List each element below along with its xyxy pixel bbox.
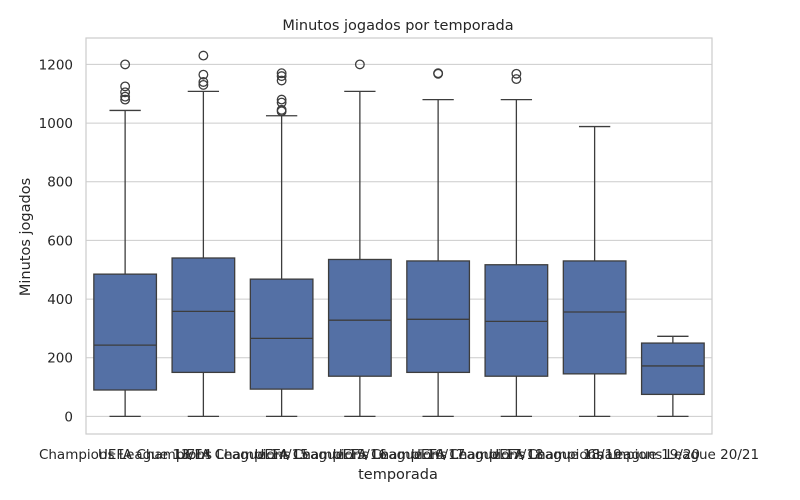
y-axis-label: Minutos jogados [18,178,34,296]
box-group [327,59,392,418]
box-group [562,125,627,418]
outlier-point [276,97,287,108]
outlier-point [354,59,365,70]
outlier-point [276,68,287,79]
x-tick-label: UEFA Champions League 16/17 [254,447,465,463]
chart-title: Minutos jogados por temporada [282,18,513,34]
outlier-point [120,87,131,98]
y-tick-label: 200 [47,351,73,367]
outlier-point [120,91,131,102]
y-tick-label: 800 [47,175,73,191]
box-iqr [249,278,314,390]
y-tick-label: 1000 [39,116,73,132]
x-tick-label: Champions League 20/21 [587,447,759,463]
outlier-point [276,104,287,115]
box-group [406,68,471,418]
y-tick-label: 600 [47,233,73,249]
plot-frame [85,37,713,435]
x-tick-label: UEFA Champions League 19/20 [489,447,700,463]
outlier-point [120,94,131,105]
y-tick-label: 0 [64,409,73,425]
box-iqr [562,260,627,375]
box-iqr [640,342,705,396]
outlier-point [198,69,209,80]
x-tick-label: Champions League 13/14 [39,447,211,463]
x-axis-label: temporada [358,467,438,483]
outlier-point [276,71,287,82]
box-group [171,50,236,418]
outlier-point [276,94,287,105]
outlier-point [120,81,131,92]
box-iqr [484,264,549,377]
outlier-point [511,74,522,85]
y-tick-label: 1200 [39,57,73,73]
box-iqr [327,258,392,377]
outlier-point [120,59,131,70]
box-group [484,68,549,418]
outlier-point [511,68,522,79]
box-iqr [93,273,158,391]
x-tick-label: UEFA Champions League 14/15 [98,447,309,463]
box-group [249,68,314,418]
y-tick-label: 400 [47,292,73,308]
y-ticks: 0 200 400 600 800 1000 1200 [39,57,73,425]
outlier-point [198,77,209,87]
x-tick-label: UEFA Champions League 18/19 [411,447,622,463]
box-iqr [171,257,236,374]
box-iqr [406,260,471,374]
outlier-point [433,68,444,79]
x-tick-label: UEFA Champions League 15/16 [176,447,387,463]
boxes [93,50,705,418]
outlier-point [276,75,287,86]
box-group [640,335,705,418]
x-tick-label: UEFA Champions League 17/18 [333,447,544,463]
box-group [93,59,158,418]
outlier-point [198,79,209,90]
outlier-point [198,50,209,61]
